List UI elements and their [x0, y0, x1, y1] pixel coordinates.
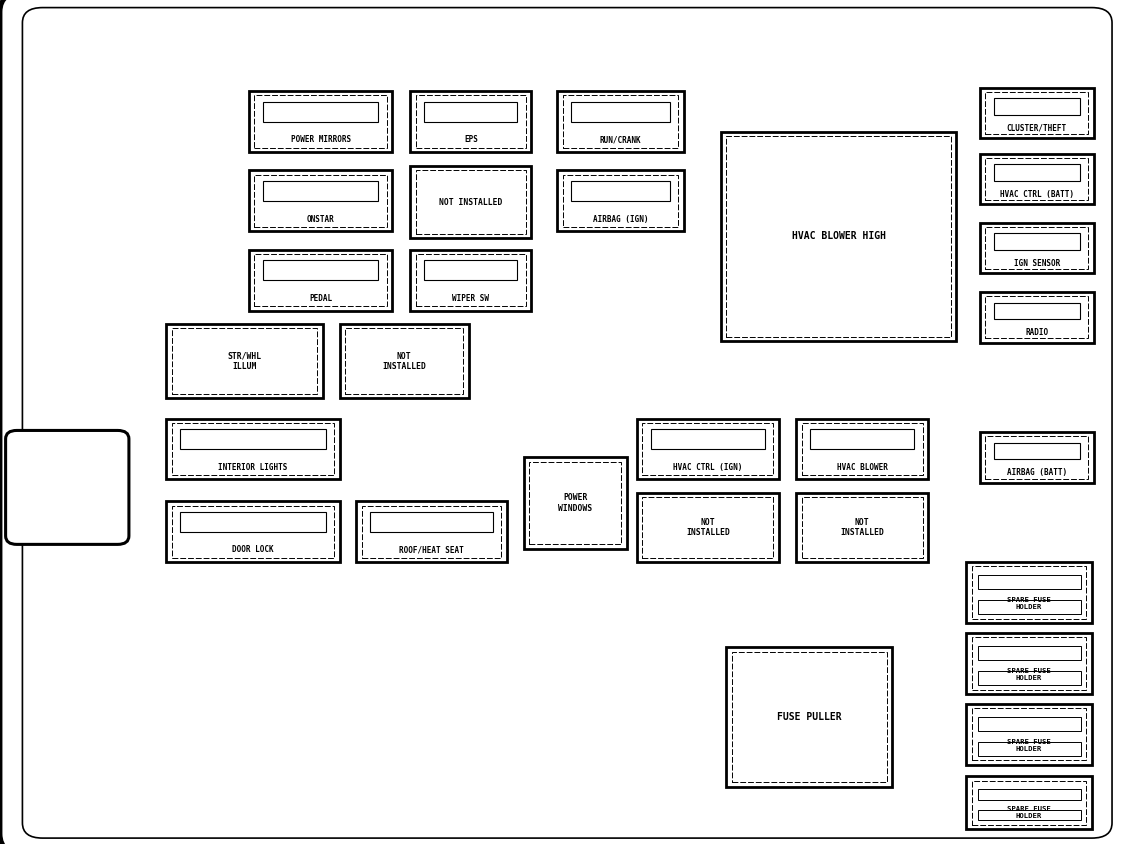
- Bar: [172, 423, 334, 475]
- Text: WIPER SW: WIPER SW: [452, 294, 490, 303]
- Bar: [254, 95, 387, 148]
- Bar: [980, 223, 1094, 273]
- Bar: [802, 497, 923, 558]
- Bar: [978, 742, 1081, 756]
- Text: SPARE FUSE
HOLDER: SPARE FUSE HOLDER: [1007, 597, 1051, 610]
- Text: SPARE FUSE
HOLDER: SPARE FUSE HOLDER: [1007, 738, 1051, 752]
- Bar: [249, 91, 392, 152]
- Bar: [249, 250, 392, 311]
- Text: RADIO: RADIO: [1026, 328, 1048, 337]
- Bar: [980, 292, 1094, 343]
- Text: ONSTAR: ONSTAR: [307, 214, 334, 224]
- Bar: [972, 781, 1086, 825]
- Text: HVAC CTRL (BATT): HVAC CTRL (BATT): [1000, 190, 1074, 198]
- Bar: [179, 511, 325, 532]
- Bar: [254, 175, 387, 227]
- Bar: [978, 600, 1081, 614]
- Bar: [980, 432, 1094, 483]
- Text: STR/WHL
ILLUM: STR/WHL ILLUM: [228, 352, 261, 371]
- Bar: [524, 457, 627, 549]
- Bar: [642, 497, 773, 558]
- Bar: [985, 227, 1088, 269]
- Bar: [978, 646, 1081, 660]
- Text: HVAC BLOWER HIGH: HVAC BLOWER HIGH: [791, 231, 886, 241]
- Bar: [966, 562, 1092, 623]
- Text: NOT INSTALLED: NOT INSTALLED: [439, 197, 502, 207]
- Text: FUSE PULLER: FUSE PULLER: [777, 712, 842, 722]
- Bar: [356, 501, 507, 562]
- Bar: [563, 95, 678, 148]
- Bar: [529, 462, 621, 544]
- Bar: [978, 575, 1081, 589]
- Bar: [362, 506, 501, 558]
- Bar: [262, 101, 379, 122]
- Bar: [726, 647, 892, 787]
- Bar: [637, 419, 779, 479]
- Bar: [978, 789, 1081, 800]
- Bar: [416, 254, 526, 306]
- Text: IGN SENSOR: IGN SENSOR: [1013, 259, 1060, 268]
- Text: POWER
WINDOWS: POWER WINDOWS: [558, 494, 592, 512]
- Text: PEDAL: PEDAL: [309, 294, 332, 303]
- Bar: [796, 493, 928, 562]
- Bar: [179, 429, 325, 449]
- Text: INTERIOR LIGHTS: INTERIOR LIGHTS: [219, 463, 287, 472]
- Bar: [410, 166, 531, 238]
- Bar: [978, 671, 1081, 685]
- Bar: [993, 98, 1081, 115]
- Text: ROOF/HEAT SEAT: ROOF/HEAT SEAT: [399, 545, 464, 555]
- Bar: [424, 101, 518, 122]
- Bar: [563, 175, 678, 227]
- Bar: [557, 91, 684, 152]
- Text: SPARE FUSE
HOLDER: SPARE FUSE HOLDER: [1007, 805, 1051, 819]
- Text: NOT
INSTALLED: NOT INSTALLED: [840, 518, 884, 537]
- Bar: [172, 506, 334, 558]
- Bar: [726, 136, 951, 337]
- Bar: [642, 423, 773, 475]
- Bar: [249, 170, 392, 231]
- Bar: [796, 419, 928, 479]
- Text: DOOR LOCK: DOOR LOCK: [232, 545, 274, 555]
- Bar: [966, 633, 1092, 694]
- Text: AIRBAG (BATT): AIRBAG (BATT): [1007, 468, 1067, 477]
- Bar: [424, 260, 518, 280]
- Bar: [972, 637, 1086, 690]
- Bar: [370, 511, 493, 532]
- Text: HVAC CTRL (IGN): HVAC CTRL (IGN): [674, 463, 742, 472]
- Bar: [978, 717, 1081, 731]
- Bar: [416, 170, 526, 234]
- Bar: [972, 708, 1086, 760]
- Text: HVAC BLOWER: HVAC BLOWER: [836, 463, 888, 472]
- Text: NOT
INSTALLED: NOT INSTALLED: [382, 352, 426, 371]
- Bar: [650, 429, 765, 449]
- Text: SPARE FUSE
HOLDER: SPARE FUSE HOLDER: [1007, 668, 1051, 681]
- Bar: [345, 328, 463, 394]
- Bar: [802, 423, 923, 475]
- Bar: [572, 101, 669, 122]
- Bar: [166, 324, 323, 398]
- Text: POWER MIRRORS: POWER MIRRORS: [290, 135, 351, 144]
- Text: NOT
INSTALLED: NOT INSTALLED: [686, 518, 730, 537]
- Bar: [410, 250, 531, 311]
- Bar: [966, 704, 1092, 765]
- Bar: [980, 88, 1094, 138]
- FancyBboxPatch shape: [6, 430, 129, 544]
- Bar: [721, 132, 956, 341]
- Bar: [985, 296, 1088, 338]
- Bar: [262, 181, 379, 201]
- Text: AIRBAG (IGN): AIRBAG (IGN): [593, 214, 648, 224]
- Bar: [410, 91, 531, 152]
- Bar: [985, 436, 1088, 479]
- Bar: [993, 233, 1081, 250]
- Bar: [22, 443, 95, 532]
- Bar: [980, 154, 1094, 204]
- Bar: [966, 776, 1092, 829]
- Bar: [557, 170, 684, 231]
- Bar: [993, 302, 1081, 319]
- Bar: [262, 260, 379, 280]
- Text: EPS: EPS: [464, 135, 478, 144]
- Bar: [637, 493, 779, 562]
- Bar: [416, 95, 526, 148]
- Bar: [340, 324, 469, 398]
